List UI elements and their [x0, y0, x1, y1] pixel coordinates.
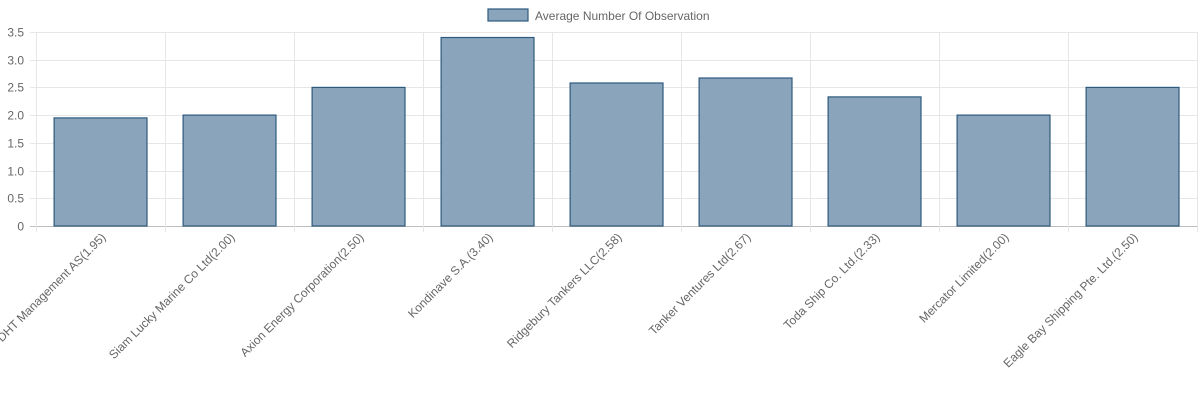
bar[interactable] — [956, 114, 1051, 227]
y-tick-label: 2.5 — [7, 81, 24, 95]
x-tick-label: Axion Energy Corporation(2.50) — [237, 230, 366, 359]
x-tick-label: Toda Ship Co. Ltd.(2.33) — [781, 230, 883, 332]
bar[interactable] — [1085, 86, 1180, 227]
x-tick-label: Eagle Bay Shipping Pte. Ltd.(2.50) — [1001, 230, 1141, 370]
x-tick-label: Ridgebury Tankers LLC(2.58) — [504, 230, 625, 351]
y-tick-label: 2.0 — [7, 109, 24, 123]
bar[interactable] — [311, 86, 406, 227]
y-tick-label: 3.5 — [7, 26, 24, 40]
y-tick-label: 1.0 — [7, 165, 24, 179]
bars — [53, 36, 1180, 227]
x-axis-labels: DHT Management AS(1.95)Siam Lucky Marine… — [0, 230, 1141, 370]
y-tick-label: 0 — [17, 220, 24, 234]
bar[interactable] — [182, 114, 277, 227]
y-axis-ticks: 0 0.5 1.0 1.5 2.0 2.5 3.0 3.5 — [7, 26, 24, 234]
bar[interactable] — [698, 77, 793, 227]
bar[interactable] — [53, 117, 148, 227]
x-tick-label: Tanker Ventures Ltd(2.67) — [646, 230, 754, 338]
x-tick-label: Siam Lucky Marine Co Ltd(2.00) — [106, 230, 238, 362]
bar[interactable] — [827, 96, 922, 227]
x-tick-label: Kondinave S.A.(3.40) — [405, 230, 496, 321]
y-tick-label: 1.5 — [7, 137, 24, 151]
y-tick-label: 3.0 — [7, 54, 24, 68]
x-tick-label: DHT Management AS(1.95) — [0, 230, 109, 344]
legend-label[interactable]: Average Number Of Observation — [535, 9, 710, 23]
bar[interactable] — [569, 82, 664, 227]
bar[interactable] — [440, 36, 535, 227]
legend-swatch[interactable] — [487, 8, 529, 22]
legend[interactable]: Average Number Of Observation — [487, 8, 710, 23]
y-tick-label: 0.5 — [7, 192, 24, 206]
x-tick-label: Mercator Limited(2.00) — [916, 230, 1011, 325]
